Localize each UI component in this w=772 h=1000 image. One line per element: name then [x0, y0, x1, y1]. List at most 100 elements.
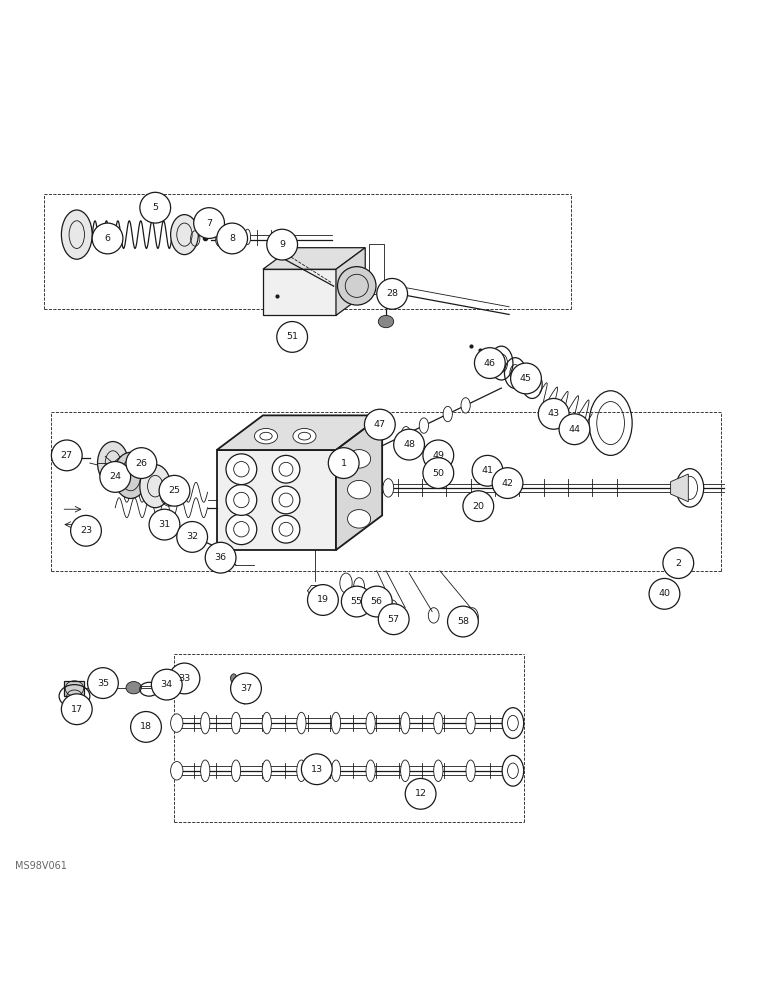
Ellipse shape: [273, 486, 300, 514]
Ellipse shape: [676, 469, 704, 507]
Text: 58: 58: [457, 617, 469, 626]
Text: 5: 5: [152, 203, 158, 212]
Polygon shape: [336, 415, 382, 550]
Ellipse shape: [226, 514, 257, 545]
Text: 34: 34: [161, 680, 173, 689]
Text: 42: 42: [502, 479, 513, 488]
Circle shape: [649, 578, 680, 609]
Ellipse shape: [229, 228, 236, 246]
Ellipse shape: [140, 465, 171, 508]
Polygon shape: [217, 415, 382, 450]
Text: 27: 27: [61, 451, 73, 460]
Ellipse shape: [231, 674, 237, 683]
Text: 9: 9: [279, 240, 285, 249]
Circle shape: [341, 586, 372, 617]
Ellipse shape: [62, 210, 92, 259]
Ellipse shape: [171, 215, 198, 255]
Circle shape: [100, 462, 130, 492]
Polygon shape: [217, 450, 336, 550]
Ellipse shape: [59, 453, 70, 462]
Ellipse shape: [383, 479, 394, 497]
Circle shape: [463, 491, 493, 522]
Ellipse shape: [461, 398, 470, 413]
Text: MS98V061: MS98V061: [15, 861, 67, 871]
Text: 56: 56: [371, 597, 383, 606]
Circle shape: [493, 468, 523, 498]
Text: 19: 19: [317, 595, 329, 604]
Circle shape: [140, 192, 171, 223]
Polygon shape: [336, 248, 365, 315]
Text: 45: 45: [520, 374, 532, 383]
Ellipse shape: [366, 712, 375, 734]
Circle shape: [538, 398, 569, 429]
Text: 1: 1: [340, 459, 347, 468]
Ellipse shape: [366, 760, 375, 782]
Ellipse shape: [97, 442, 128, 485]
Circle shape: [231, 673, 262, 704]
Ellipse shape: [201, 712, 210, 734]
Circle shape: [405, 778, 436, 809]
Circle shape: [70, 515, 101, 546]
Circle shape: [301, 754, 332, 785]
Ellipse shape: [443, 406, 452, 422]
Ellipse shape: [419, 418, 428, 433]
Circle shape: [423, 440, 454, 471]
Circle shape: [394, 429, 425, 460]
Ellipse shape: [126, 682, 141, 694]
Ellipse shape: [434, 760, 443, 782]
Ellipse shape: [262, 712, 272, 734]
Ellipse shape: [331, 712, 340, 734]
Ellipse shape: [215, 228, 223, 246]
Ellipse shape: [232, 712, 241, 734]
Circle shape: [307, 585, 338, 615]
Ellipse shape: [347, 510, 371, 528]
Polygon shape: [65, 228, 80, 240]
Text: 18: 18: [140, 722, 152, 731]
Circle shape: [377, 278, 408, 309]
Text: 33: 33: [178, 674, 191, 683]
Circle shape: [361, 586, 392, 617]
Circle shape: [364, 409, 395, 440]
Circle shape: [217, 223, 248, 254]
Circle shape: [277, 322, 307, 352]
Text: 31: 31: [158, 520, 171, 529]
Text: 13: 13: [310, 765, 323, 774]
Text: 47: 47: [374, 420, 386, 429]
Circle shape: [448, 606, 479, 637]
Ellipse shape: [296, 712, 306, 734]
Ellipse shape: [401, 760, 410, 782]
Polygon shape: [263, 248, 365, 269]
Polygon shape: [671, 474, 689, 502]
Ellipse shape: [262, 760, 272, 782]
Text: 26: 26: [135, 459, 147, 468]
Ellipse shape: [501, 469, 513, 488]
Ellipse shape: [226, 454, 257, 485]
Ellipse shape: [232, 760, 241, 782]
Circle shape: [378, 604, 409, 635]
Ellipse shape: [226, 485, 257, 515]
Text: 32: 32: [186, 532, 198, 541]
Ellipse shape: [337, 267, 376, 305]
Text: 48: 48: [403, 440, 415, 449]
Circle shape: [87, 668, 118, 698]
Ellipse shape: [347, 480, 371, 499]
Circle shape: [149, 509, 180, 540]
Circle shape: [130, 712, 161, 742]
Circle shape: [177, 522, 208, 552]
Text: 35: 35: [96, 679, 109, 688]
Text: 43: 43: [547, 409, 560, 418]
Text: 2: 2: [676, 559, 682, 568]
Circle shape: [475, 348, 505, 378]
Text: 23: 23: [80, 526, 92, 535]
Circle shape: [159, 475, 190, 506]
Ellipse shape: [466, 712, 476, 734]
Text: 28: 28: [386, 289, 398, 298]
Ellipse shape: [293, 428, 316, 444]
Circle shape: [52, 440, 82, 471]
Polygon shape: [263, 269, 336, 315]
Circle shape: [194, 208, 225, 238]
Circle shape: [205, 542, 236, 573]
Ellipse shape: [273, 515, 300, 543]
Ellipse shape: [201, 760, 210, 782]
Ellipse shape: [502, 708, 523, 738]
